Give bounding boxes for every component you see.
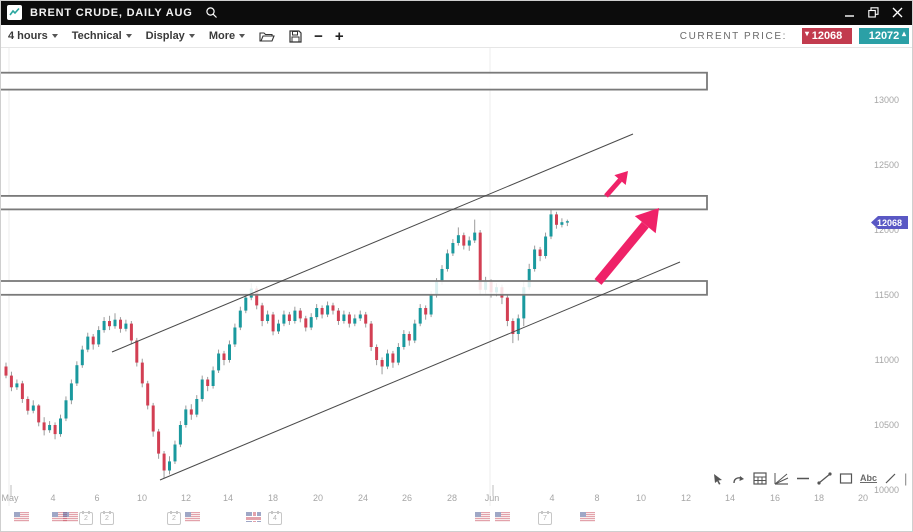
display-dropdown[interactable]: Display [146, 30, 195, 42]
technical-dropdown-label: Technical [71, 30, 122, 42]
drawing-toolbar: Abc | [712, 470, 913, 486]
date-axis-label: 4 [50, 493, 56, 503]
calendar-event-icon[interactable]: 4 [268, 511, 282, 525]
price-axis-label: 10000 [873, 485, 899, 495]
price-axis-label: 13000 [873, 95, 899, 105]
price-axis-label: 11500 [874, 290, 899, 300]
table-tool-icon[interactable] [753, 470, 767, 486]
fan-lines-tool-icon[interactable] [774, 470, 789, 486]
display-dropdown-label: Display [145, 30, 185, 42]
date-axis-label: 8 [594, 493, 600, 503]
search-icon[interactable] [205, 6, 218, 19]
close-button[interactable] [892, 7, 903, 18]
date-axis-label: 4 [549, 493, 555, 503]
app-logo-icon [7, 5, 22, 20]
chart-title: BRENT CRUDE, DAILY AUG [30, 6, 193, 19]
trend-line-tool-icon[interactable] [817, 470, 832, 486]
date-axis-label: May [1, 493, 19, 503]
price-axis-label: 10500 [873, 420, 899, 430]
minimize-button[interactable] [845, 8, 855, 18]
chevron-down-icon [188, 34, 195, 38]
technical-dropdown[interactable]: Technical [72, 30, 132, 42]
window-titlebar: BRENT CRUDE, DAILY AUG [0, 0, 913, 25]
date-axis-label: 6 [94, 493, 100, 503]
save-icon[interactable] [289, 29, 302, 43]
horizontal-line-tool-icon[interactable] [796, 470, 810, 486]
zoom-out-button[interactable]: − [314, 27, 323, 45]
more-dropdown-label: More [208, 30, 236, 42]
zoom-in-button[interactable]: + [334, 27, 344, 45]
open-folder-icon[interactable] [259, 30, 275, 43]
chevron-down-icon [51, 34, 58, 38]
cursor-tool-icon[interactable] [712, 470, 725, 486]
current-price-tag-value: 12068 [876, 217, 903, 228]
date-axis-label: 14 [222, 493, 234, 503]
calendar-event-icon[interactable]: 7 [538, 511, 552, 525]
buy-price-button[interactable]: 12072 ▴ [859, 28, 909, 44]
us-flag-icon[interactable] [52, 512, 67, 522]
rectangle-tool-icon[interactable] [839, 470, 853, 486]
date-axis-label: 18 [813, 493, 825, 503]
us-flag-icon[interactable] [580, 512, 595, 522]
line-tool-icon[interactable] [884, 470, 897, 486]
date-axis-label: 20 [312, 493, 324, 503]
us-flag-icon[interactable] [63, 512, 78, 522]
date-axis-label: 28 [446, 493, 458, 503]
date-axis-label: 12 [680, 493, 692, 503]
calendar-event-icon[interactable]: 2 [167, 511, 181, 525]
us-flag-icon[interactable] [14, 512, 29, 522]
text-tool-icon[interactable]: Abc [860, 473, 878, 483]
date-axis-label: 20 [857, 493, 869, 503]
date-axis-label: 12 [180, 493, 192, 503]
chevron-down-icon [125, 34, 132, 38]
current-price-label: CURRENT PRICE: [679, 30, 787, 42]
curved-arrow-tool-icon[interactable] [732, 470, 746, 486]
date-axis-label: 14 [724, 493, 736, 503]
us-flag-icon[interactable] [185, 512, 200, 522]
down-arrow-icon: ▾ [805, 29, 810, 38]
interval-dropdown[interactable]: 4 hours [8, 30, 58, 42]
date-axis-label: 10 [635, 493, 647, 503]
date-axis-label: 10 [136, 493, 148, 503]
us-flag-icon[interactable] [495, 512, 510, 522]
up-arrow-icon: ▴ [901, 29, 906, 38]
sell-price-value: 12068 [811, 30, 843, 42]
price-axis-label: 12500 [873, 160, 899, 170]
date-axis-label: 24 [357, 493, 369, 503]
chart-toolbar: 4 hours Technical Display More − + CURRE… [0, 25, 913, 48]
date-axis-label: Jun [484, 493, 500, 503]
interval-dropdown-label: 4 hours [8, 30, 48, 42]
calendar-event-icon[interactable]: 2 [100, 511, 114, 525]
uk-flag-icon[interactable] [246, 512, 261, 522]
date-axis-label: 16 [769, 493, 781, 503]
date-axis-label: 26 [401, 493, 413, 503]
price-axis-label: 11000 [874, 355, 899, 365]
date-axis-label: 18 [267, 493, 279, 503]
chevron-down-icon [239, 34, 246, 38]
buy-price-value: 12072 [868, 30, 900, 42]
toolbar-divider: | [904, 470, 908, 486]
us-flag-icon[interactable] [475, 512, 490, 522]
more-dropdown[interactable]: More [208, 30, 246, 42]
price-axis-label: 12000 [873, 225, 899, 235]
current-price-tag: 12068 [871, 216, 908, 229]
sell-price-button[interactable]: ▾ 12068 [802, 28, 852, 44]
restore-button[interactable] [868, 7, 879, 18]
calendar-event-icon[interactable]: 2 [79, 511, 93, 525]
